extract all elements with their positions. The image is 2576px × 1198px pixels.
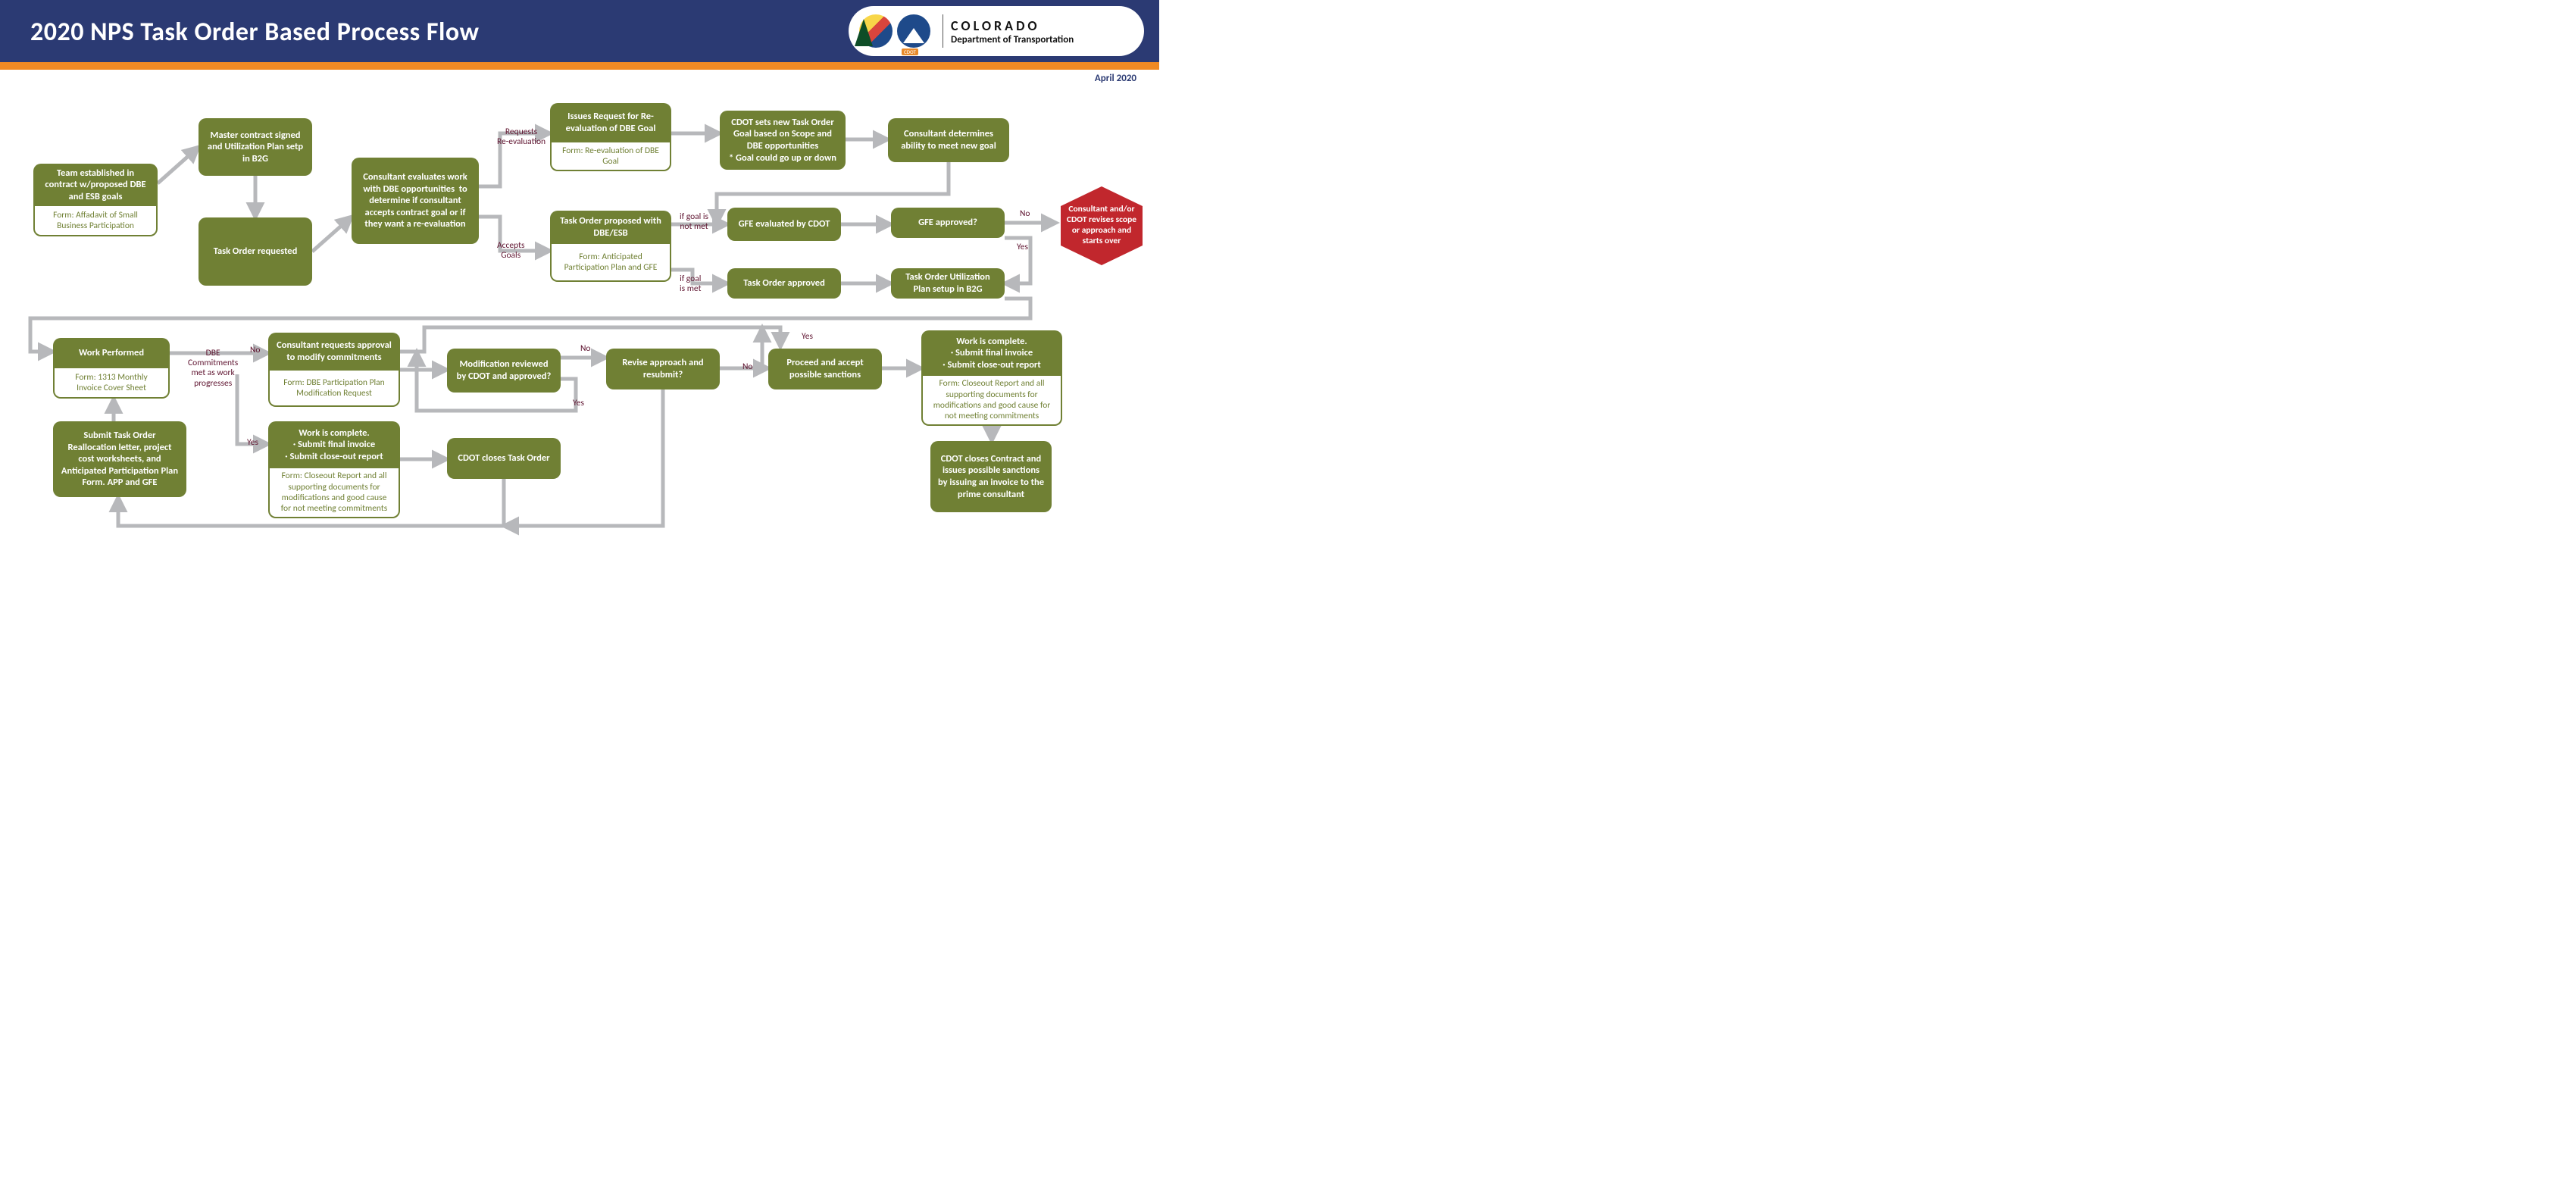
flow-node-n13: Work Performed	[53, 338, 170, 368]
edge-label-1: Accepts Goals	[497, 241, 524, 261]
edge-label-9: No	[580, 344, 591, 354]
document-date: April 2020	[0, 70, 1159, 84]
flow-node-n14: Consultant requests approval to modify c…	[268, 333, 400, 371]
edge-label-3: if goal is met	[680, 274, 701, 294]
flow-node-form-n21: Form: Closeout Report and all supporting…	[268, 468, 400, 518]
flow-node-form-n8: Form: Anticipated Participation Plan and…	[550, 244, 671, 282]
edge-label-10: Yes	[573, 399, 584, 408]
edge-label-6: DBE Commitments met as work progresses	[188, 349, 238, 389]
edge-label-0: Requests Re-evaluation	[497, 127, 546, 147]
edge-label-12: No	[742, 362, 753, 372]
logo-text-top: COLORADO	[951, 17, 1074, 34]
flow-node-n5: Issues Request for Re-evaluation of DBE …	[550, 103, 671, 142]
page-root: 2020 NPS Task Order Based Process Flow C…	[0, 0, 1159, 540]
flow-node-n17: Proceed and accept possible sanctions	[768, 349, 882, 389]
flow-node-n1: Team established in contract w/proposed …	[33, 164, 158, 206]
flow-node-n22: CDOT closes Task Order	[447, 438, 561, 479]
flowchart-canvas: Team established in contract w/proposed …	[0, 88, 1159, 540]
edge-label-4: No	[1020, 209, 1030, 219]
cdot-mountain-icon: CDOT	[897, 14, 930, 48]
flow-node-n9: GFE evaluated by CDOT	[727, 208, 841, 241]
flow-node-n7: Consultant determines ability to meet ne…	[888, 118, 1009, 162]
flow-node-form-n13: Form: 1313 Monthly Invoice Cover Sheet	[53, 368, 170, 399]
flow-node-form-n5: Form: Re-evaluation of DBE Goal	[550, 142, 671, 171]
flow-node-n21: Work is complete. · Submit final invoice…	[268, 421, 400, 468]
accent-bar	[0, 62, 1159, 70]
flow-node-n20: Submit Task Order Reallocation letter, p…	[53, 421, 186, 497]
flow-node-n11: Task Order approved	[727, 268, 841, 299]
flow-node-form-n1: Form: Affadavit of Small Business Partic…	[33, 206, 158, 236]
flow-node-n3: Task Order requested	[199, 217, 312, 286]
flow-node-n16: Revise approach and resubmit?	[606, 349, 720, 389]
flow-node-n15: Modification reviewed by CDOT and approv…	[447, 349, 561, 393]
connector-2	[312, 217, 352, 252]
flow-node-n2: Master contract signed and Utilization P…	[199, 118, 312, 176]
connector-14	[30, 299, 1030, 352]
flow-node-hex: Consultant and/or CDOT revises scope or …	[1056, 186, 1147, 265]
cdot-logo-badge: CDOT COLORADO Department of Transportati…	[849, 6, 1144, 56]
flow-node-n18: Work is complete. · Submit final invoice…	[921, 330, 1062, 376]
edge-label-2: if goal is not met	[680, 212, 708, 232]
flow-node-n10: GFE approved?	[891, 208, 1005, 238]
edge-label-5: Yes	[1017, 242, 1028, 252]
flow-node-n12: Task Order Utilization Plan setup in B2G	[891, 268, 1005, 299]
edge-label-8: Yes	[247, 438, 258, 448]
header-bar: 2020 NPS Task Order Based Process Flow C…	[0, 0, 1159, 62]
flow-node-form-n14: Form: DBE Participation Plan Modificatio…	[268, 371, 400, 407]
flow-node-n19: CDOT closes Contract and issues possible…	[930, 441, 1052, 512]
colorado-c-icon	[859, 14, 893, 48]
flow-node-n6: CDOT sets new Task Order Goal based on S…	[720, 111, 846, 170]
flow-node-n8: Task Order proposed with DBE/ESB	[550, 211, 671, 244]
edge-label-7: No	[250, 346, 261, 355]
logo-text-bottom: Department of Transportation	[951, 34, 1074, 45]
logo-text-block: COLORADO Department of Transportation	[951, 17, 1074, 45]
edge-label-11: Yes	[802, 332, 813, 342]
flow-node-n4: Consultant evaluates work with DBE oppor…	[352, 158, 479, 244]
flow-node-form-n18: Form: Closeout Report and all supporting…	[921, 376, 1062, 426]
connector-16	[237, 374, 268, 444]
connector-0	[158, 147, 199, 183]
